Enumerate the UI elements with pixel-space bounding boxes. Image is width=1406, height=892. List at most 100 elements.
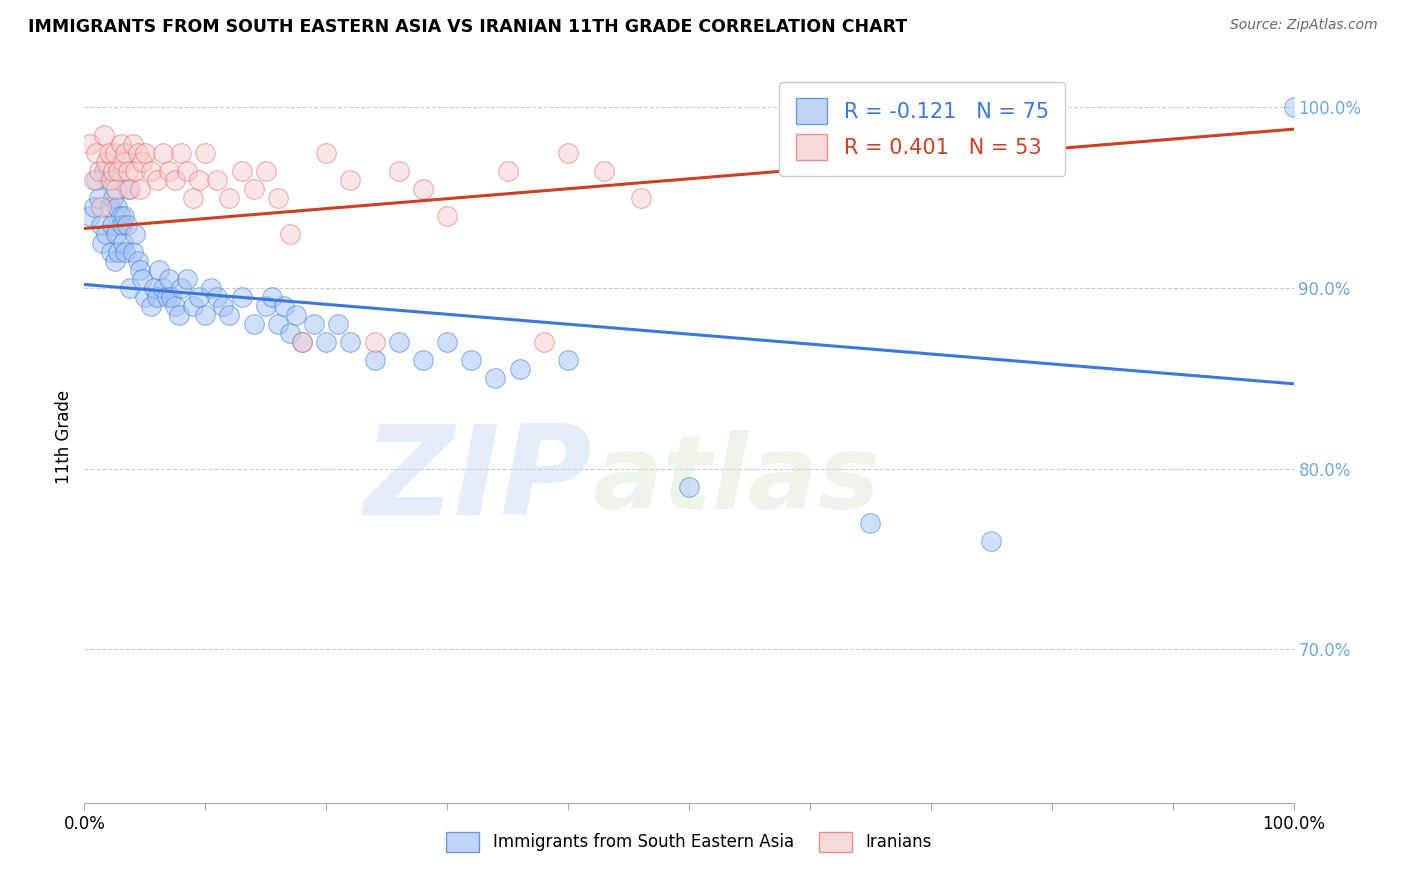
Point: [593, 163, 616, 178]
Point: [194, 145, 217, 160]
Point: [83, 200, 105, 214]
Point: [176, 163, 198, 178]
Point: [176, 272, 198, 286]
Point: [86, 172, 108, 186]
Point: [207, 290, 229, 304]
Point: [143, 281, 166, 295]
Point: [218, 191, 240, 205]
Point: [496, 163, 519, 178]
Point: [100, 172, 122, 186]
Point: [412, 182, 434, 196]
Point: [170, 281, 193, 295]
Text: atlas: atlas: [592, 431, 880, 532]
Point: [388, 163, 411, 178]
Point: [291, 335, 314, 350]
Point: [112, 209, 135, 223]
Point: [104, 182, 127, 196]
Point: [328, 317, 350, 331]
Point: [86, 145, 108, 160]
Point: [105, 200, 128, 214]
Point: [509, 362, 531, 376]
Point: [218, 308, 240, 322]
Point: [188, 172, 211, 186]
Point: [436, 335, 458, 350]
Point: [127, 254, 149, 268]
Point: [87, 191, 110, 205]
Point: [273, 299, 295, 313]
Point: [460, 353, 482, 368]
Point: [212, 299, 235, 313]
Point: [146, 290, 169, 304]
Point: [242, 182, 264, 196]
Point: [110, 209, 132, 223]
Point: [110, 136, 132, 151]
Point: [117, 182, 139, 196]
Point: [254, 299, 277, 313]
Point: [111, 218, 134, 232]
Point: [104, 227, 127, 241]
Point: [231, 290, 253, 304]
Point: [98, 200, 121, 214]
Point: [157, 163, 180, 178]
Point: [1282, 100, 1305, 114]
Point: [152, 281, 174, 295]
Point: [103, 163, 125, 178]
Point: [114, 145, 136, 160]
Point: [678, 480, 700, 494]
Point: [436, 209, 458, 223]
Point: [90, 218, 112, 232]
Point: [194, 308, 217, 322]
Point: [231, 163, 253, 178]
Point: [117, 163, 139, 178]
Point: [315, 145, 337, 160]
Point: [93, 163, 115, 178]
Text: ZIP: ZIP: [364, 420, 592, 541]
Point: [121, 136, 143, 151]
Point: [363, 353, 385, 368]
Point: [363, 335, 385, 350]
Point: [315, 335, 337, 350]
Point: [91, 235, 114, 250]
Point: [302, 317, 325, 331]
Point: [148, 263, 170, 277]
Point: [278, 326, 301, 341]
Point: [980, 533, 1002, 548]
Point: [207, 172, 229, 186]
Text: Source: ZipAtlas.com: Source: ZipAtlas.com: [1230, 18, 1378, 32]
Point: [94, 227, 117, 241]
Point: [284, 308, 308, 322]
Point: [155, 290, 177, 304]
Point: [388, 335, 411, 350]
Point: [339, 172, 361, 186]
Point: [242, 317, 264, 331]
Legend: Immigrants from South Eastern Asia, Iranians: Immigrants from South Eastern Asia, Iran…: [437, 823, 941, 860]
Point: [79, 136, 101, 151]
Point: [87, 163, 110, 178]
Point: [170, 145, 193, 160]
Point: [557, 145, 579, 160]
Point: [134, 290, 156, 304]
Text: IMMIGRANTS FROM SOUTH EASTERN ASIA VS IRANIAN 11TH GRADE CORRELATION CHART: IMMIGRANTS FROM SOUTH EASTERN ASIA VS IR…: [28, 18, 907, 36]
Point: [260, 290, 283, 304]
Point: [484, 371, 506, 385]
Point: [188, 290, 211, 304]
Point: [630, 191, 652, 205]
Point: [124, 163, 146, 178]
Point: [181, 191, 204, 205]
Point: [107, 163, 129, 178]
Point: [557, 353, 579, 368]
Point: [254, 163, 277, 178]
Point: [83, 172, 105, 186]
Point: [160, 290, 183, 304]
Point: [93, 128, 115, 142]
Point: [115, 218, 138, 232]
Point: [94, 154, 117, 169]
Point: [412, 353, 434, 368]
Point: [97, 172, 120, 186]
Point: [167, 308, 190, 322]
Point: [127, 145, 149, 160]
Point: [129, 263, 152, 277]
Point: [533, 335, 555, 350]
Point: [112, 154, 135, 169]
Point: [131, 272, 153, 286]
